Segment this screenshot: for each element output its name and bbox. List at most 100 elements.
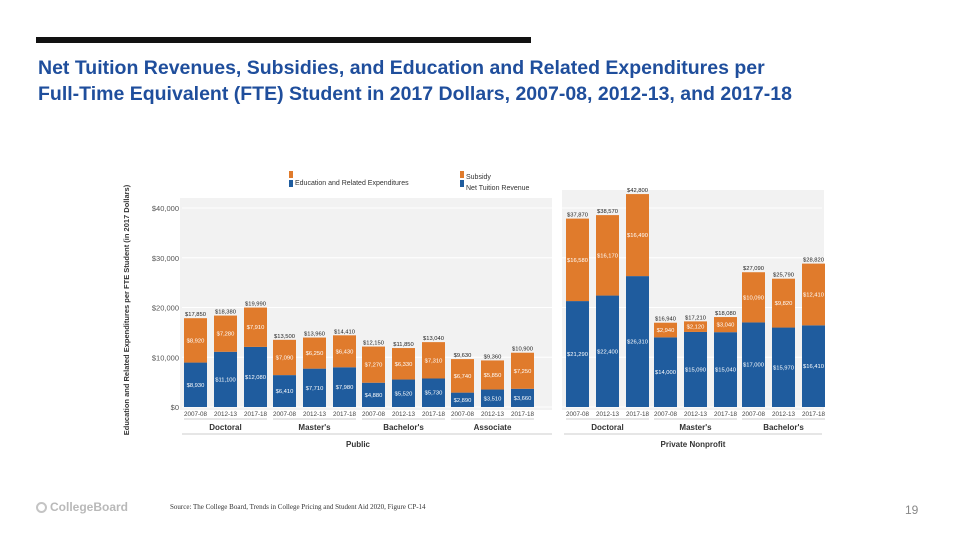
group-label: Master's [679, 423, 712, 432]
acorn-logo-icon [36, 501, 47, 513]
subsidy-value-label: $10,090 [743, 295, 764, 301]
subsidy-value-label: $9,820 [775, 301, 793, 307]
net-tuition-bar [244, 346, 267, 407]
subsidy-bar [214, 315, 237, 352]
subsidy-value-label: $6,740 [454, 374, 472, 380]
subsidy-bar [303, 337, 326, 369]
subsidy-bar [511, 352, 534, 389]
total-value-label: $38,570 [597, 209, 618, 215]
year-tick-label: 2007-08 [362, 411, 386, 418]
year-tick-label: 2017-18 [714, 411, 738, 418]
year-tick-label: 2012-13 [214, 411, 238, 418]
net-tuition-value-label: $12,080 [245, 375, 266, 381]
year-tick-label: 2017-18 [802, 411, 826, 418]
net-tuition-value-label: $6,410 [276, 389, 294, 395]
title-line-2: Full-Time Equivalent (FTE) Student in 20… [38, 83, 792, 105]
subsidy-bar [684, 321, 707, 332]
subsidy-bar [451, 359, 474, 393]
college-board-logo: CollegeBoard [36, 500, 128, 514]
subsidy-value-label: $7,090 [276, 355, 294, 361]
net-tuition-value-label: $8,930 [187, 383, 205, 389]
net-tuition-value-label: $22,400 [597, 349, 618, 355]
subsidy-bar [596, 215, 619, 296]
net-tuition-value-label: $16,410 [803, 364, 824, 370]
subsidy-bar [362, 346, 385, 383]
legend-swatch [460, 180, 464, 187]
net-tuition-bar [566, 301, 589, 407]
net-tuition-value-label: $7,980 [336, 385, 354, 391]
total-value-label: $18,080 [715, 311, 736, 317]
net-tuition-value-label: $7,710 [306, 386, 324, 392]
total-value-label: $9,630 [454, 353, 472, 359]
total-value-label: $13,040 [423, 336, 444, 342]
year-tick-label: 2007-08 [742, 411, 766, 418]
subsidy-value-label: $5,850 [484, 373, 502, 379]
net-tuition-value-label: $15,970 [773, 365, 794, 371]
net-tuition-bar [684, 331, 707, 407]
group-label: Bachelor's [383, 423, 424, 432]
total-value-label: $18,380 [215, 310, 236, 316]
net-tuition-bar [596, 295, 619, 407]
year-tick-label: 2012-13 [596, 411, 620, 418]
total-value-label: $37,870 [567, 213, 588, 219]
total-value-label: $9,360 [484, 354, 502, 360]
subsidy-value-label: $2,120 [687, 325, 705, 331]
subsidy-bar [566, 218, 589, 302]
subsidy-value-label: $6,330 [395, 362, 413, 368]
title-line-1: Net Tuition Revenues, Subsidies, and Edu… [38, 57, 765, 79]
total-value-label: $27,090 [743, 266, 764, 272]
subsidy-value-label: $7,250 [514, 369, 532, 375]
net-tuition-bar [303, 368, 326, 407]
subsidy-value-label: $6,250 [306, 351, 324, 357]
subsidy-bar [654, 322, 677, 338]
net-tuition-value-label: $26,310 [627, 340, 648, 346]
title-accent-bar [36, 37, 531, 43]
total-value-label: $13,500 [274, 334, 295, 340]
sector-label-private: Private Nonprofit [661, 440, 726, 449]
subsidy-bar [273, 339, 296, 376]
slide-title: Net Tuition Revenues, Subsidies, and Edu… [38, 55, 928, 107]
year-tick-label: 2017-18 [511, 411, 535, 418]
year-tick-label: 2012-13 [392, 411, 416, 418]
year-tick-label: 2017-18 [244, 411, 268, 418]
net-tuition-value-label: $4,880 [365, 393, 383, 399]
subsidy-bar [244, 307, 267, 347]
year-tick-label: 2012-13 [481, 411, 505, 418]
subsidy-value-label: $16,580 [567, 258, 588, 264]
total-value-label: $16,940 [655, 317, 676, 323]
net-tuition-value-label: $17,000 [743, 363, 764, 369]
group-label: Doctoral [209, 423, 241, 432]
subsidy-value-label: $6,430 [336, 349, 354, 355]
net-tuition-bar [333, 367, 356, 407]
legend-swatch [460, 171, 464, 178]
subsidy-value-label: $7,270 [365, 363, 383, 369]
net-tuition-value-label: $21,290 [567, 352, 588, 358]
year-tick-label: 2007-08 [566, 411, 590, 418]
group-label: Associate [474, 423, 512, 432]
year-tick-label: 2017-18 [626, 411, 650, 418]
sector-label-public: Public [346, 440, 371, 449]
y-tick-label: $10,000 [152, 353, 179, 362]
total-value-label: $10,900 [512, 347, 533, 353]
y-tick-label: $0 [171, 403, 179, 412]
subsidy-bar [742, 272, 765, 323]
subsidy-bar [422, 342, 445, 379]
subsidy-value-label: $2,940 [657, 328, 675, 334]
total-value-label: $14,410 [334, 329, 355, 335]
year-tick-label: 2012-13 [684, 411, 708, 418]
net-tuition-bar [654, 337, 677, 407]
net-tuition-value-label: $3,510 [484, 396, 502, 402]
net-tuition-bar [214, 351, 237, 407]
page-number: 19 [905, 503, 919, 517]
subsidy-value-label: $16,170 [597, 253, 618, 259]
year-tick-label: 2012-13 [772, 411, 796, 418]
subsidy-bar [626, 194, 649, 277]
net-tuition-value-label: $11,100 [215, 377, 236, 383]
net-tuition-bar [422, 378, 445, 407]
total-value-label: $12,150 [363, 341, 384, 347]
total-value-label: $13,960 [304, 332, 325, 338]
subsidy-bar [481, 360, 504, 390]
total-value-label: $19,990 [245, 302, 266, 308]
subsidy-value-label: $8,920 [187, 338, 205, 344]
